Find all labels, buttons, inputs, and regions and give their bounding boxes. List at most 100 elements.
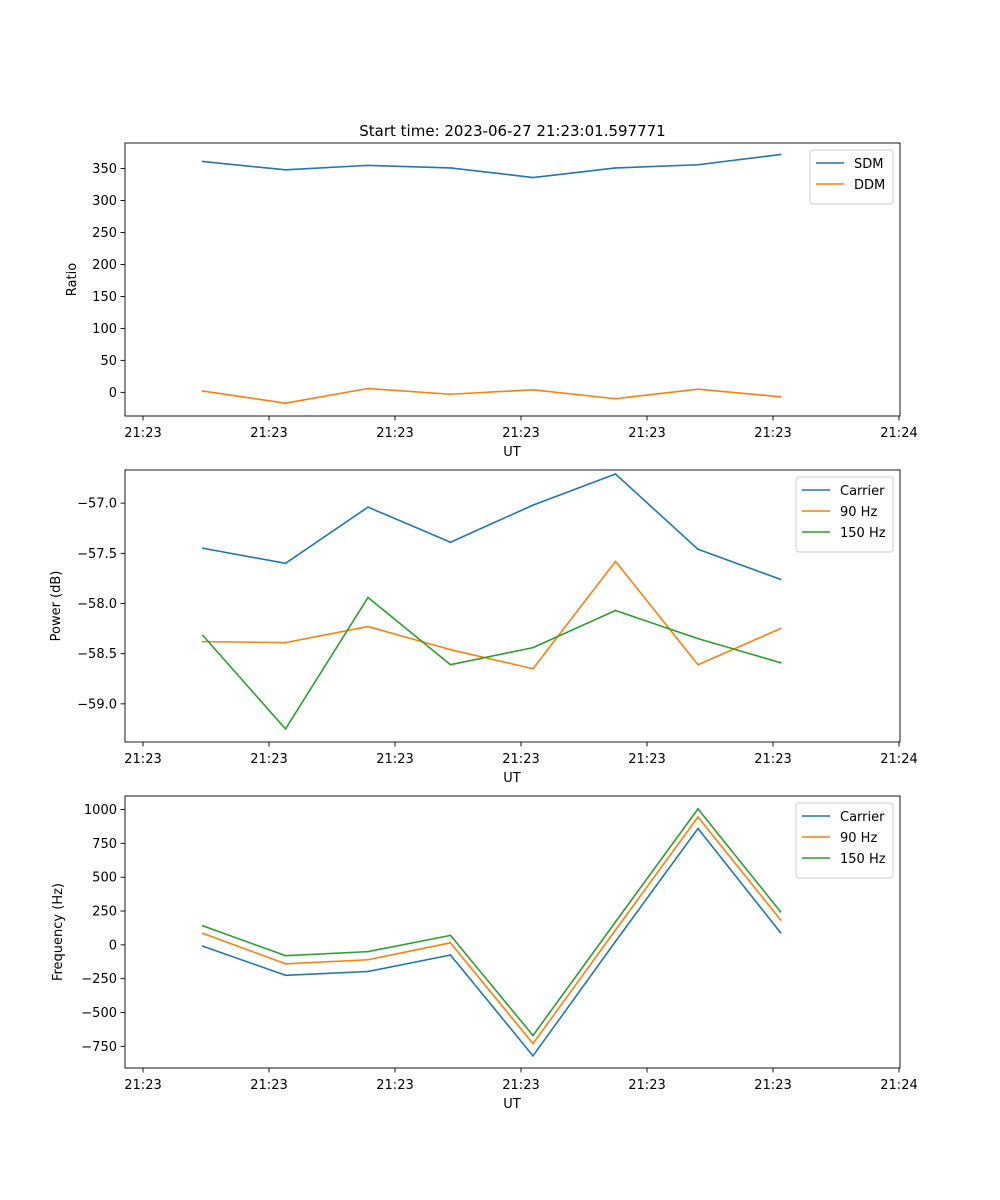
chart-1-series-2-point-5: [532, 388, 534, 391]
chart-1-series-2-point-1: [202, 390, 204, 392]
chart-2-legend-label-2: 90 Hz: [840, 505, 877, 520]
chart-3-series-3-point-7: [697, 807, 699, 810]
chart-3-series-line-2: [201, 816, 782, 1045]
chart-3-series-3-point-5: [532, 1034, 534, 1037]
chart-2-x-tick-label-3: 21:23: [376, 752, 413, 767]
chart-3-legend-label-3: 150 Hz: [840, 852, 886, 867]
chart-2-series-2-point-6: [614, 560, 617, 563]
chart-1-series-1-point-1: [202, 160, 204, 163]
chart-2-series-3-point-6: [614, 609, 617, 612]
chart-3-plot-frame: [124, 795, 901, 1069]
chart-3-series-1-point-4: [449, 954, 452, 956]
chart-1-plot-frame: [124, 142, 901, 417]
chart-2-legend-label-1: Carrier: [840, 484, 885, 499]
chart-3-y-tick-label-1: −750: [81, 1040, 117, 1055]
chart-3-series-1-point-1: [202, 945, 204, 948]
chart-2-y-tick-label-3: −58.0: [77, 597, 117, 612]
chart-2-series-3-point-2: [284, 728, 287, 730]
chart-2-series-1-point-7: [697, 548, 699, 551]
chart-1-series-1-point-5: [532, 176, 534, 179]
chart-2-series-1-point-1: [202, 547, 204, 550]
chart-1-legend-label-1: SDM: [854, 157, 883, 172]
chart-1-series-2-point-2: [284, 402, 287, 405]
chart-3-series-1-point-6: [614, 940, 617, 943]
chart-2-x-tick-label-4: 21:23: [502, 752, 539, 767]
chart-2: 21:23 21:23 21:23 21:23 21:23 21:23 21:24 −59.0…: [49, 469, 918, 786]
chart-1-y-tick-label-1: 0: [109, 386, 117, 401]
chart-3-legend-box: [795, 802, 894, 879]
chart-2-series-2-point-1: [202, 640, 204, 643]
chart-2-series-line-2: [202, 560, 782, 670]
chart-3-y-tick-label-6: 500: [92, 871, 117, 886]
chart-2-y-axis-label: Power (dB): [49, 571, 64, 642]
chart-3-x-tick-label-5: 21:23: [628, 1078, 665, 1093]
chart-3-series-3-point-1: [202, 925, 204, 927]
chart-1: 21:23 21:23 21:23 21:23 21:23 21:23 21:24 0 50 10…: [65, 142, 918, 460]
chart-3-series-2-point-8: [779, 918, 782, 921]
chart-1-x-tick-label-1: 21:23: [124, 426, 161, 441]
chart-2-y-tick-label-4: −57.5: [77, 547, 117, 562]
chart-2-series-3-point-3: [367, 596, 369, 599]
chart-1-x-tick-label-3: 21:23: [376, 426, 413, 441]
chart-1-series-2-point-4: [449, 393, 452, 396]
chart-1-series-line-2: [202, 387, 782, 405]
chart-3-y-tick-label-5: 250: [92, 905, 117, 920]
chart-2-series-2-point-2: [284, 641, 287, 644]
chart-3-series-3-point-2: [284, 954, 287, 957]
chart-3-series-2-point-6: [614, 929, 617, 931]
chart-2-series-2-point-4: [449, 648, 452, 651]
chart-3-series-3-point-3: [367, 950, 369, 953]
chart-3-y-tick-label-8: 1000: [84, 803, 117, 818]
chart-3-y-tick-label-7: 750: [92, 837, 117, 852]
chart-3-series-2-point-7: [697, 816, 699, 818]
chart-1-series-2-point-8: [779, 395, 782, 398]
chart-3-series-2-point-4: [449, 941, 452, 944]
chart-3-legend-label-1: Carrier: [840, 810, 885, 825]
chart-3-legend-label-2: 90 Hz: [840, 831, 877, 846]
chart-1-x-tick-label-2: 21:23: [250, 426, 287, 441]
chart-2-x-tick-label-7: 21:24: [880, 752, 917, 767]
chart-3-series-line-3: [201, 808, 782, 1037]
chart-3-y-tick-label-3: −250: [81, 972, 117, 987]
chart-2-series-1-point-3: [367, 506, 369, 509]
chart-2-series-1-point-5: [532, 504, 534, 507]
chart-3-series-3-point-8: [779, 910, 782, 913]
chart-1-series-line-1: [202, 153, 782, 179]
chart-3-x-tick-label-2: 21:23: [250, 1078, 287, 1093]
chart-2-plot-frame: [124, 469, 901, 743]
chart-3-series-2-point-5: [532, 1042, 534, 1045]
chart-3-x-tick-label-7: 21:24: [880, 1078, 917, 1093]
chart-2-legend-label-3: 150 Hz: [840, 526, 886, 541]
chart-2-series-1-point-6: [614, 473, 617, 475]
chart-1-series-1-point-6: [614, 167, 617, 169]
chart-3-series-1-point-3: [367, 970, 369, 973]
chart-stack: 21:23 21:23 21:23 21:23 21:23 21:23 21:24 0 50 10…: [49, 142, 918, 1112]
chart-3-series-line-1: [201, 827, 782, 1057]
chart-2-series-3-point-7: [697, 637, 699, 640]
chart-1-x-tick-label-6: 21:23: [754, 426, 791, 441]
chart-1-y-tick-label-4: 150: [92, 290, 117, 305]
chart-2-y-tick-label-1: −59.0: [77, 697, 117, 712]
chart-1-y-axis-label: Ratio: [65, 263, 80, 296]
chart-3-series-1-point-8: [779, 931, 782, 934]
chart-1-series-1-point-7: [697, 163, 699, 166]
figure-title: Start time: 2023-06-27 21:23:01.597771: [359, 122, 665, 140]
chart-3: 21:23 21:23 21:23 21:23 21:23 21:23 21:24 −750 −…: [51, 795, 918, 1112]
chart-1-x-tick-label-5: 21:23: [628, 426, 665, 441]
chart-1-series-1-point-2: [284, 168, 287, 171]
chart-2-series-3-point-8: [779, 661, 782, 664]
chart-2-series-2-point-3: [367, 625, 369, 628]
chart-2-series-line-1: [202, 473, 782, 581]
chart-2-series-3-point-5: [532, 646, 534, 649]
chart-3-series-1-point-2: [284, 974, 287, 977]
chart-2-series-1-point-2: [284, 562, 287, 565]
chart-1-y-tick-label-6: 250: [92, 226, 117, 241]
chart-1-y-tick-label-2: 50: [100, 354, 117, 369]
chart-2-x-tick-label-2: 21:23: [250, 752, 287, 767]
chart-1-y-tick-label-7: 300: [92, 194, 117, 209]
chart-2-series-1-point-8: [779, 578, 782, 581]
chart-3-series-3-point-4: [449, 934, 452, 937]
chart-3-x-tick-label-1: 21:23: [124, 1078, 161, 1093]
chart-2-x-axis-label: UT: [503, 771, 521, 786]
chart-1-series-1-point-3: [367, 164, 369, 167]
